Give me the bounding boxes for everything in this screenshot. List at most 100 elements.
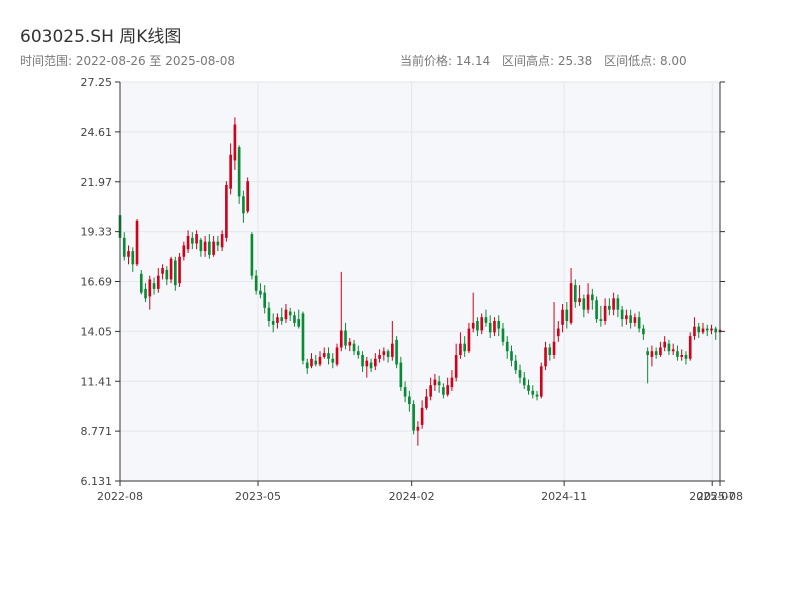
candle [663,336,666,352]
candle-body [195,234,198,244]
candle [382,347,386,361]
candle-body [322,353,326,357]
candle-body [271,320,275,325]
candle-body [705,328,709,331]
candle-body [539,366,543,397]
x-tick-label: 2025-07 [689,490,735,503]
candle [574,279,577,308]
candle-body [305,362,309,369]
candle-body [616,298,620,310]
candle-body [688,336,692,359]
candle-body [476,320,479,331]
candle [391,320,394,361]
candle-body [293,315,296,323]
candle [365,356,369,378]
candle [599,305,603,327]
current-price-label: 当前价格: 14.14 [400,54,491,68]
candle [305,358,309,374]
candle-body [693,326,696,337]
candle-body [531,390,535,395]
candle [165,266,169,286]
x-tick-label: 2025-08 [697,490,743,503]
candle-body [552,341,556,356]
candle-body [714,328,718,333]
y-tick-label: 27.25 [81,76,113,89]
candle-body [676,351,679,357]
candle [250,232,254,280]
candle-body [263,292,266,308]
candle-body [680,355,684,357]
candle [139,269,143,295]
candle [527,379,530,395]
candle-body [416,426,420,431]
candle [654,347,658,359]
candle-body [493,320,496,333]
candle [246,177,249,214]
candle [288,307,292,321]
candle [480,313,484,335]
x-tick-label: 2022-08 [97,490,143,503]
candle-body [637,317,641,329]
candle [425,389,428,410]
candle-body [297,319,301,327]
candle [591,288,594,310]
candle-body [629,315,632,323]
candle-body [514,360,518,371]
candle-body [620,309,624,320]
candle-body [612,298,615,310]
candle [625,309,628,325]
candle-body [527,385,530,391]
candle [242,190,245,223]
candle [203,235,207,257]
candle-body [544,347,547,367]
candle-body [344,330,347,346]
candle [616,294,620,318]
candle [191,232,194,250]
candle [182,241,186,261]
candle-body [220,234,224,248]
candle [148,275,152,310]
candle [195,230,198,250]
candle-body [625,315,628,320]
candle-body [161,268,164,274]
candle [237,145,241,204]
candle [174,256,177,291]
candle [293,311,296,327]
candle [352,339,356,356]
candle [403,381,407,403]
candle [518,364,522,384]
price-stats: 当前价格: 14.14 区间高点: 25.38 区间低点: 8.00 [400,52,695,69]
y-tick-label: 21.97 [81,176,113,189]
candle-body [225,184,228,238]
candle-body [654,351,658,356]
candle [488,315,492,338]
candle [178,252,181,287]
candle [216,235,220,252]
candle-body [352,343,356,352]
y-tick-label: 16.69 [81,276,113,289]
candle-body [497,320,501,329]
candles [118,117,722,446]
candle [314,355,318,367]
candle-body [467,328,471,352]
candle [680,349,684,361]
candle [208,234,211,259]
candle [156,268,160,293]
candle-body [471,322,475,329]
candle-body [663,341,666,348]
candle-body [144,288,147,299]
candle-body [484,317,488,323]
candle-body [208,241,211,255]
candle [280,307,284,325]
candle-body [229,154,232,189]
candle-body [284,309,288,320]
candle-body [403,387,407,397]
candle-body [599,319,603,321]
candle [284,303,288,323]
candle [505,336,509,359]
candle [339,271,343,352]
candle [471,292,475,333]
candle-body [586,294,590,310]
candle-body [650,351,654,357]
